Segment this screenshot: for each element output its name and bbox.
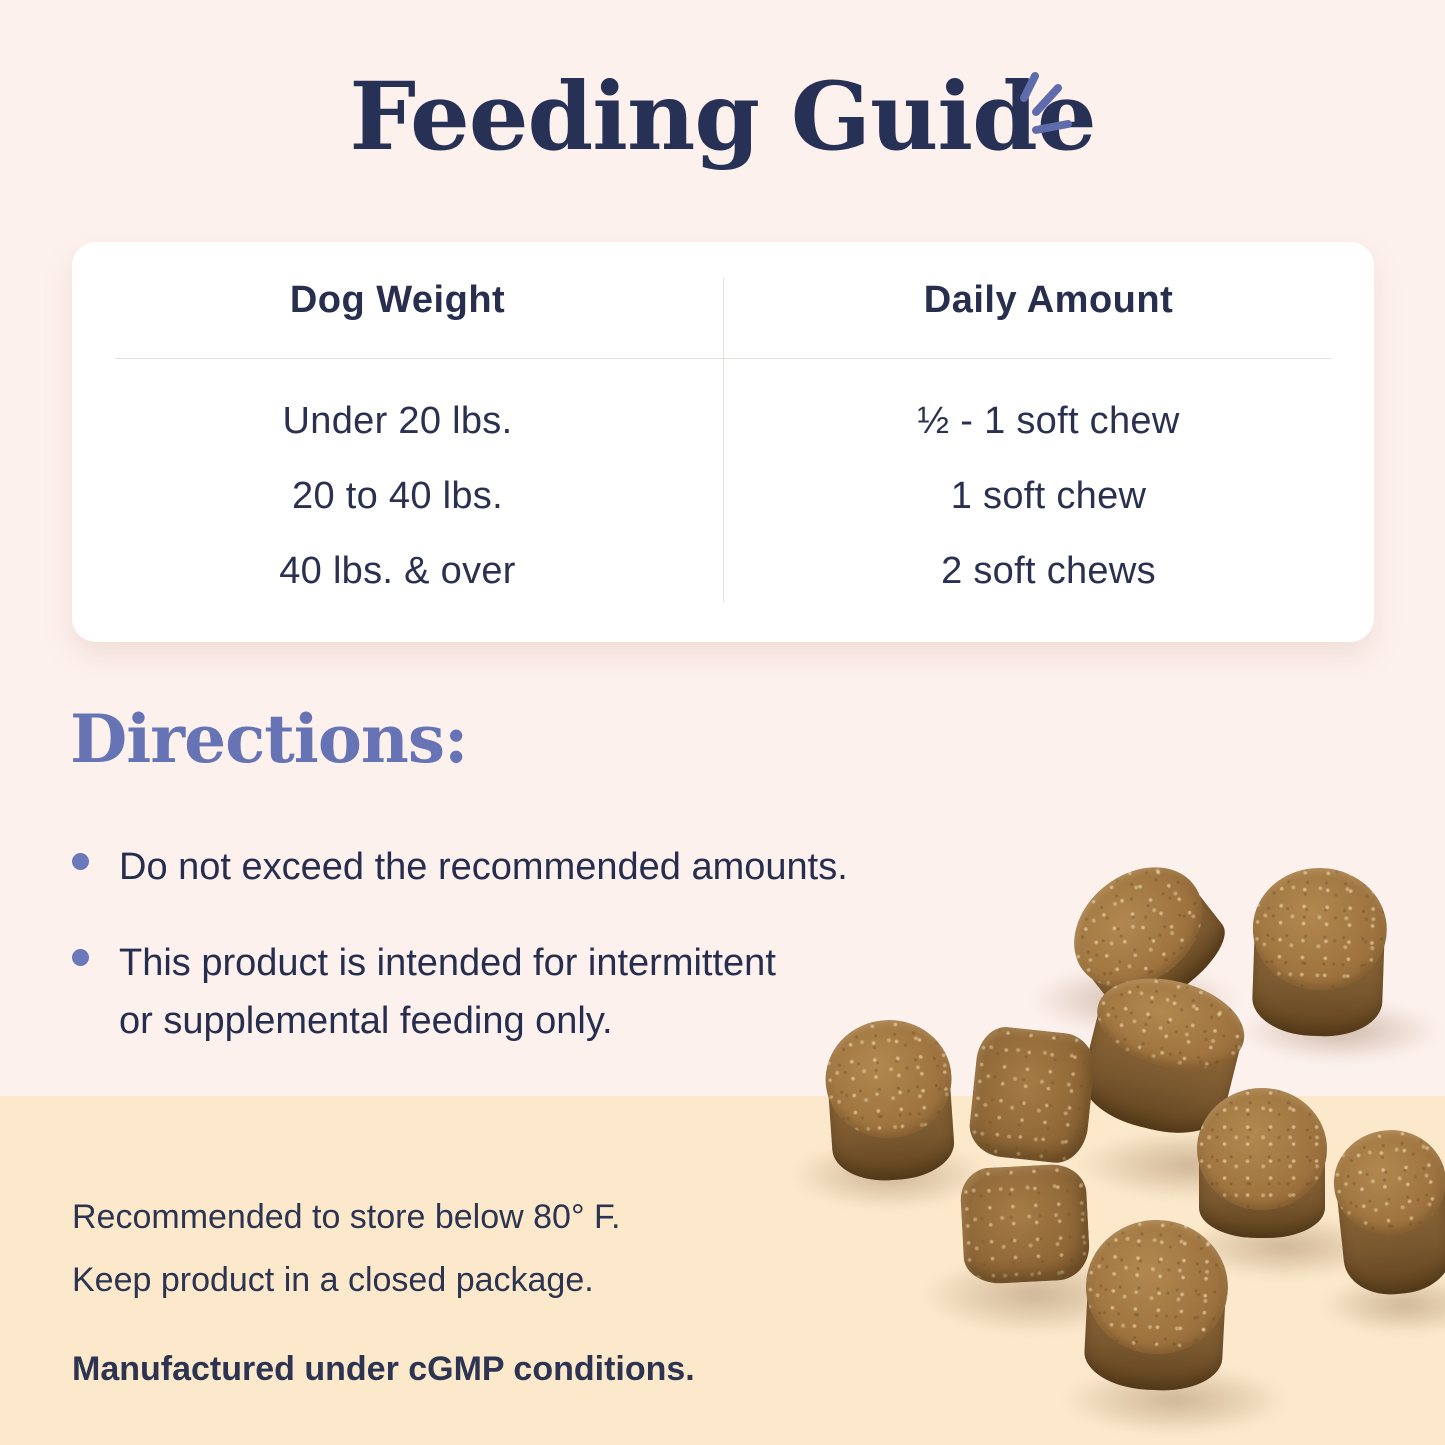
cell-daily-amount: 2 soft chews <box>941 550 1156 592</box>
list-item: Do not exceed the recommended amounts. <box>72 838 848 896</box>
cell-dog-weight: Under 20 lbs. <box>282 400 513 442</box>
chew-shadow <box>1030 965 1240 1035</box>
cell-daily-amount: 1 soft chew <box>950 475 1147 517</box>
bullet-line: Do not exceed the recommended amounts. <box>119 846 848 888</box>
storage-line: Keep product in a closed package. <box>72 1261 594 1299</box>
cell-daily-amount: ½ - 1 soft chew <box>917 400 1180 442</box>
table-header-row: Dog Weight Daily Amount <box>72 242 1374 358</box>
bullet-line: or supplemental feeding only. <box>119 1000 613 1042</box>
column-header-daily-amount: Daily Amount <box>923 278 1174 321</box>
column-header-dog-weight: Dog Weight <box>289 278 506 321</box>
table-body: Under 20 lbs. ½ - 1 soft chew 20 to 40 l… <box>72 384 1374 609</box>
soft-chew <box>1249 865 1389 1039</box>
cell-dog-weight: 20 to 40 lbs. <box>292 475 503 517</box>
cell-dog-weight: 40 lbs. & over <box>279 550 516 592</box>
bullet-line: This product is intended for intermitten… <box>119 942 776 984</box>
column-divider <box>723 278 724 602</box>
storage-note: Recommended to store below 80° F. Keep p… <box>72 1186 695 1401</box>
directions-heading: Directions: <box>70 700 468 778</box>
table-row: 40 lbs. & over 2 soft chews <box>72 534 1374 609</box>
soft-chew <box>1050 842 1239 1029</box>
page-title: Feeding Guide <box>349 62 1096 172</box>
table-row: 20 to 40 lbs. 1 soft chew <box>72 459 1374 534</box>
chew-shadow <box>1240 1000 1440 1062</box>
chew-side <box>1251 926 1385 1039</box>
storage-line: Recommended to store below 80° F. <box>72 1198 621 1236</box>
table-row: Under 20 lbs. ½ - 1 soft chew <box>72 384 1374 459</box>
directions-list: Do not exceed the recommended amounts. T… <box>72 838 848 1088</box>
list-item: This product is intended for intermitten… <box>72 934 848 1050</box>
manufactured-line: Manufactured under cGMP conditions. <box>72 1350 695 1388</box>
feeding-table-card: Dog Weight Daily Amount Under 20 lbs. ½ … <box>72 242 1374 642</box>
sparkle-accent-icon <box>1020 72 1072 134</box>
chew-face <box>1050 842 1227 1013</box>
bullet-icon <box>72 853 89 870</box>
bullet-text: Do not exceed the recommended amounts. <box>119 838 848 896</box>
bullet-text: This product is intended for intermitten… <box>119 934 776 1050</box>
chew-face <box>1087 964 1254 1084</box>
bullet-icon <box>72 949 89 966</box>
chew-face <box>1250 865 1389 993</box>
chew-side <box>1084 885 1238 1029</box>
